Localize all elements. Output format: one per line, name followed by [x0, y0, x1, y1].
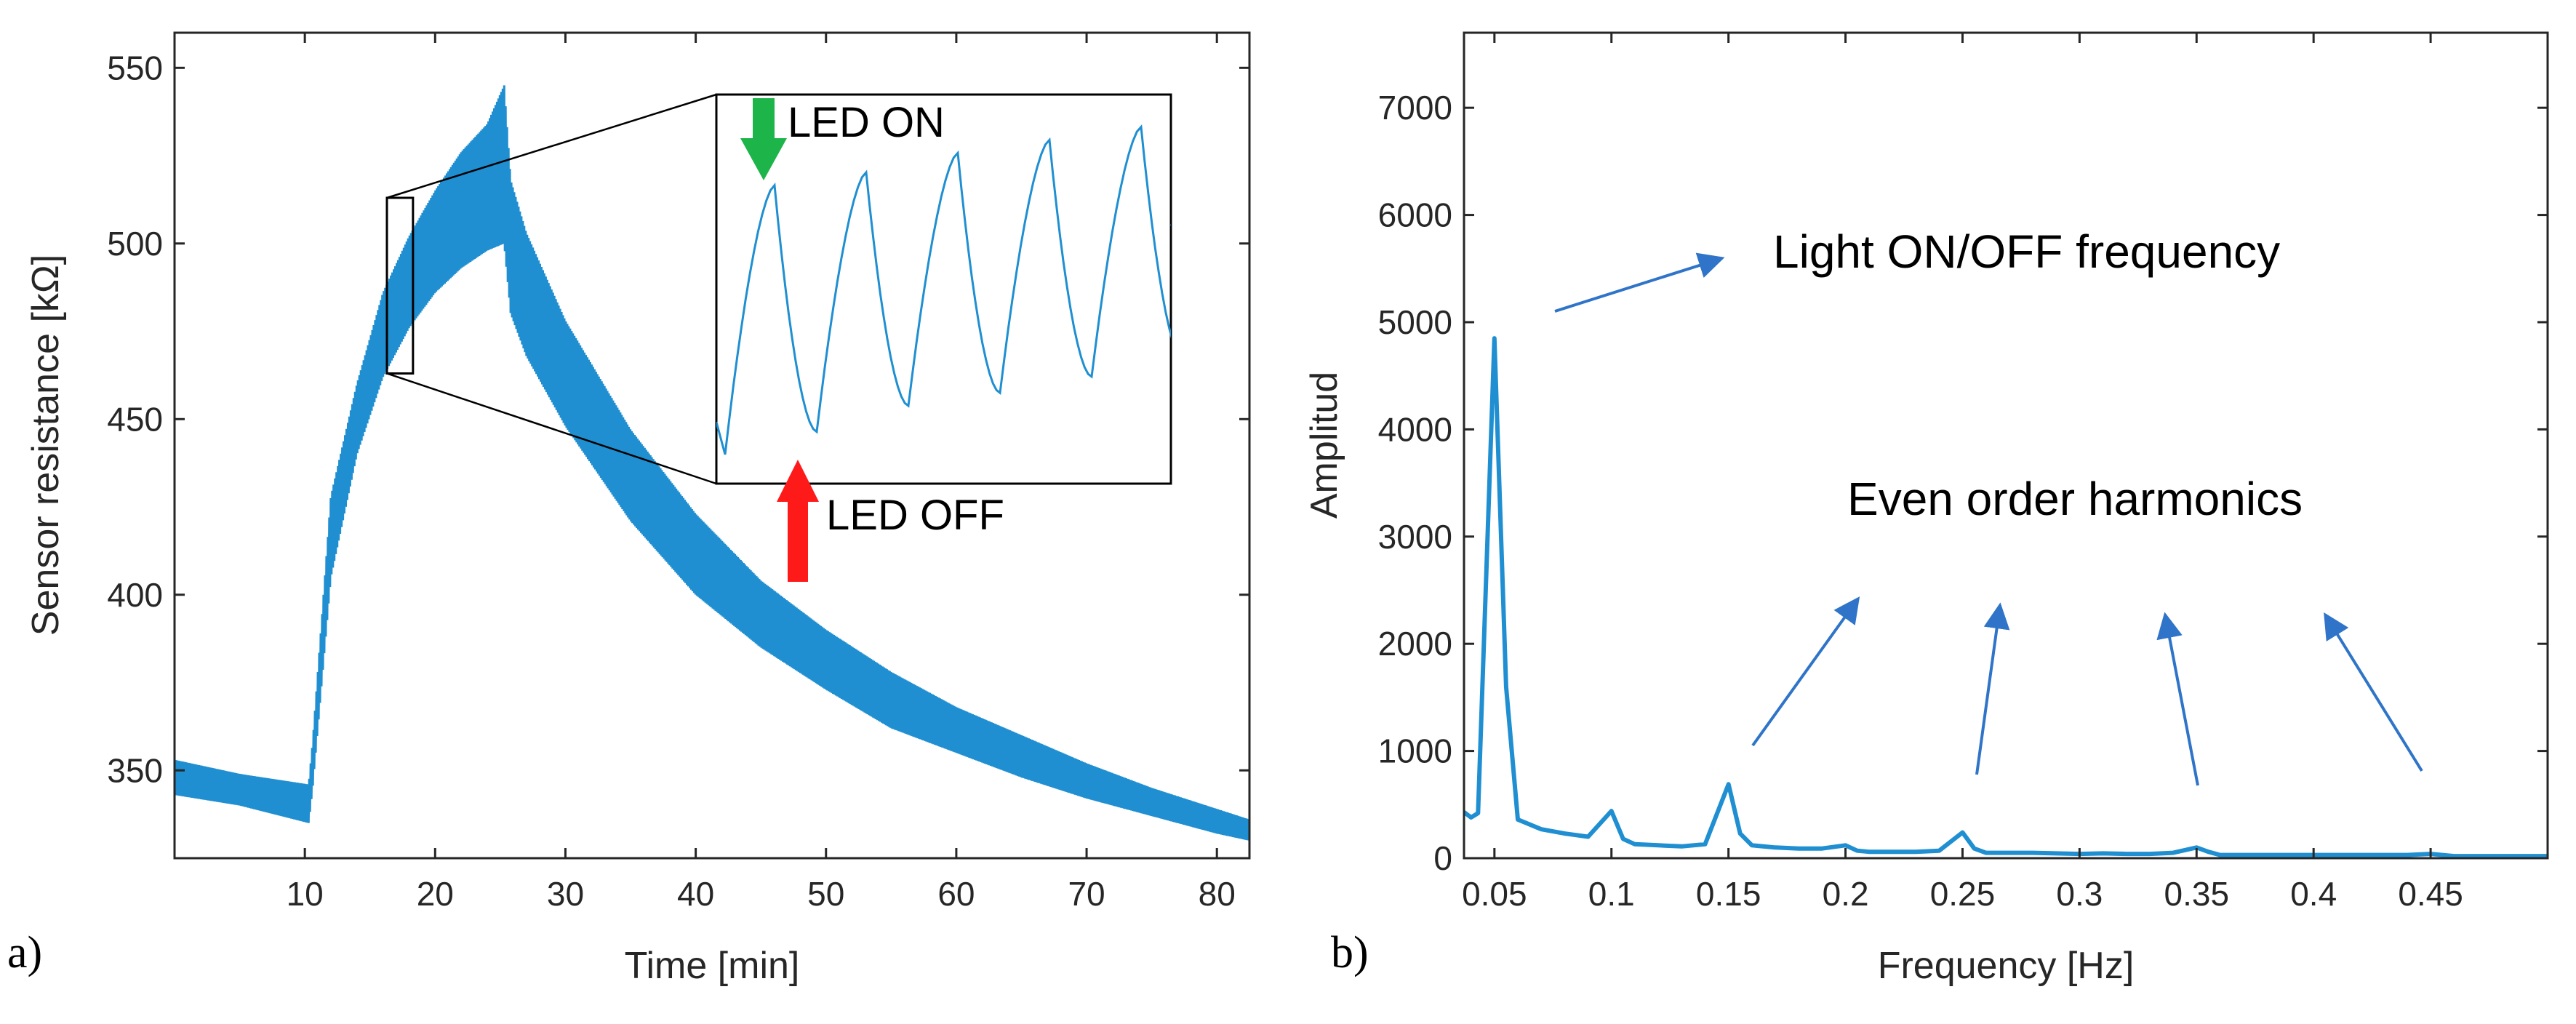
- b-y-tick-label: 7000: [1378, 89, 1452, 127]
- led-off-label: LED OFF: [826, 492, 1004, 539]
- harmonic-pointer-arrow-icon: [2156, 612, 2199, 786]
- b-x-tick-label: 0.3: [2056, 875, 2103, 913]
- b-y-tick-label: 2000: [1378, 625, 1452, 663]
- led-on-arrow-icon: [740, 98, 787, 180]
- b-x-tick-label: 0.35: [2164, 875, 2230, 913]
- panel-b-frequency-spectrum: 0.05 0.1 0.15 0.2 0.25 0.3 0.35 0.4 0.45 0 1000 200…: [1303, 31, 2549, 987]
- panel-a-time-series: 10 20 30 40 50 60 70 80 350 400 450 500 550 Time [mi…: [7, 31, 1251, 987]
- b-x-tick-label: 0.15: [1696, 875, 1761, 913]
- led-on-label: LED ON: [788, 99, 945, 146]
- a-inset-box: [715, 93, 1172, 485]
- a-inset-series-group: [716, 124, 1171, 455]
- a-x-tick-label: 60: [937, 875, 975, 913]
- a-x-tick-label: 70: [1068, 875, 1105, 913]
- a-x-tick-label: 80: [1199, 875, 1236, 913]
- a-x-axis-label: Time [min]: [625, 945, 800, 987]
- a-x-tick-label: 40: [677, 875, 714, 913]
- b-y-tick-label: 0: [1433, 839, 1452, 877]
- a-series-line: [175, 85, 1249, 841]
- b-x-tick-label: 0.25: [1930, 875, 1996, 913]
- b-series-group: [1464, 336, 2548, 858]
- led-off-arrow-icon: [777, 460, 819, 582]
- a-zoom-box: [385, 196, 415, 375]
- b-ticks-group: 0.05 0.1 0.15 0.2 0.25 0.3 0.35 0.4 0.45 0 1000 200…: [1378, 33, 2548, 913]
- b-y-tick-label: 1000: [1378, 732, 1452, 770]
- b-annotation-light-frequency: Light ON/OFF frequency: [1773, 225, 2280, 278]
- a-ticks-group: 10 20 30 40 50 60 70 80 350 400 450 500 550: [107, 33, 1249, 913]
- b-x-tick-label: 0.45: [2398, 875, 2463, 913]
- a-y-tick-label: 400: [107, 576, 163, 614]
- a-y-tick-label: 550: [107, 49, 163, 87]
- b-x-axis-label: Frequency [Hz]: [1878, 945, 2135, 987]
- a-y-axis-label: Sensor resistance [kΩ]: [25, 255, 67, 636]
- b-y-tick-label: 4000: [1378, 410, 1452, 448]
- b-y-axis-label: Amplitud: [1303, 372, 1345, 519]
- a-y-tick-label: 350: [107, 751, 163, 789]
- a-zoom-group: [385, 93, 717, 485]
- b-annotation-arrows: [1554, 252, 2423, 786]
- a-zoom-connector: [386, 372, 717, 485]
- a-x-tick-label: 10: [287, 875, 324, 913]
- a-axes-box: [173, 31, 1251, 860]
- b-x-tick-label: 0.1: [1588, 875, 1635, 913]
- b-y-tick-label: 3000: [1378, 518, 1452, 556]
- b-y-tick-label: 6000: [1378, 196, 1452, 234]
- a-inset-line: [716, 124, 1171, 455]
- b-annotation-even-harmonics: Even order harmonics: [1847, 473, 2303, 525]
- fundamental-pointer-arrow-icon: [1554, 252, 1725, 313]
- a-panel-label: a): [7, 928, 42, 977]
- b-x-tick-label: 0.05: [1462, 875, 1527, 913]
- b-y-tick-label: 5000: [1378, 303, 1452, 341]
- b-series-line: [1464, 336, 2548, 858]
- b-panel-label: b): [1331, 928, 1369, 977]
- a-zoom-connector: [386, 93, 717, 199]
- a-y-tick-label: 450: [107, 400, 163, 438]
- a-series-group: [175, 85, 1249, 841]
- b-x-tick-label: 0.2: [1823, 875, 1869, 913]
- b-x-tick-label: 0.4: [2290, 875, 2337, 913]
- a-x-tick-label: 30: [547, 875, 584, 913]
- a-x-tick-label: 20: [417, 875, 454, 913]
- b-axes-box: [1463, 31, 2549, 860]
- harmonic-pointer-arrow-icon: [1751, 596, 1860, 747]
- harmonic-pointer-arrow-icon: [2324, 612, 2423, 772]
- a-inset: LED ON LED OFF: [715, 93, 1172, 582]
- harmonic-pointer-arrow-icon: [1975, 602, 2010, 775]
- a-y-tick-label: 500: [107, 225, 163, 263]
- a-x-tick-label: 50: [807, 875, 844, 913]
